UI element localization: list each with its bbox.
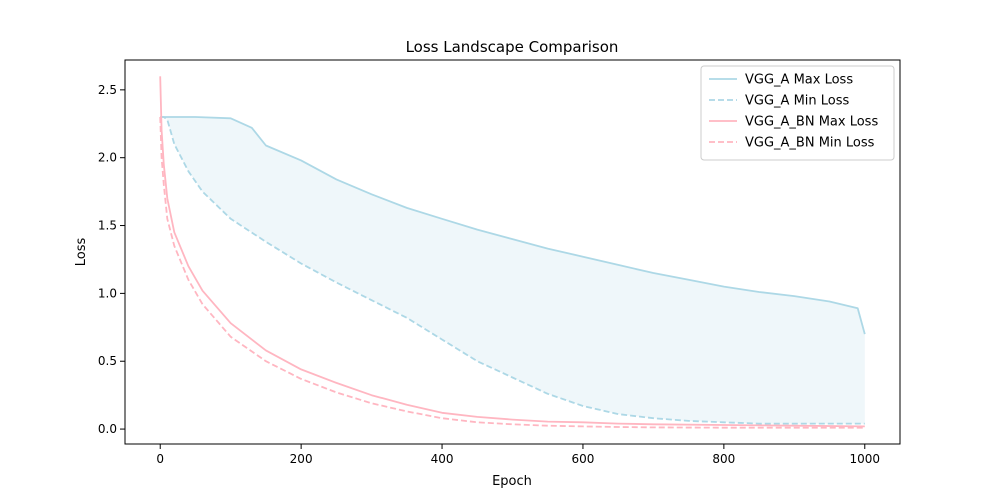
plot-frame [124,59,901,445]
y-axis: 0.0 0.5 1.0 1.5 2.0 2.5 [98,83,125,436]
x-tick-label: 800 [712,452,735,466]
y-tick-label: 0.5 [98,354,117,368]
x-tick-label: 200 [290,452,313,466]
series-vgg-a-bn-min-loss-line [159,116,865,429]
y-tick-label: 2.5 [98,83,117,97]
y-tick-label: 1.5 [98,219,117,233]
x-tick-label: 0 [156,452,164,466]
chart-title: Loss Landscape Comparison [406,38,619,56]
series-vgg-a-min-loss-line [160,116,865,425]
legend-label-vgg-a-bn-max-loss: VGG_A_BN Max Loss [745,115,878,130]
y-tick-label: 1.0 [98,286,117,300]
x-tick-label: 400 [431,452,454,466]
y-axis-title: Loss [74,238,89,267]
y-tick-label: 2.0 [98,151,117,165]
legend-label-vgg-a-max-loss: VGG_A Max Loss [745,73,853,88]
x-tick-label: 1000 [849,452,880,466]
y-tick-label: 0.0 [98,422,117,436]
series-vgg-a-bn-max-loss-line [159,76,865,428]
x-axis-title: Epoch [492,474,532,489]
legend-label-vgg-a-min-loss: VGG_A Min Loss [745,94,850,109]
series-vgg-a-max-loss-line [160,116,866,335]
fill-vgg-a-max-loss-band [160,117,865,424]
legend-label-vgg-a-bn-min-loss: VGG_A_BN Min Loss [745,136,875,151]
legend: VGG_A Max Loss VGG_A Min Loss VGG_A_BN Max… [700,65,895,161]
plot-area [159,76,866,429]
x-tick-label: 600 [572,452,595,466]
legend-box [700,65,895,161]
x-axis: 0 200 400 600 800 1000 [156,444,880,466]
